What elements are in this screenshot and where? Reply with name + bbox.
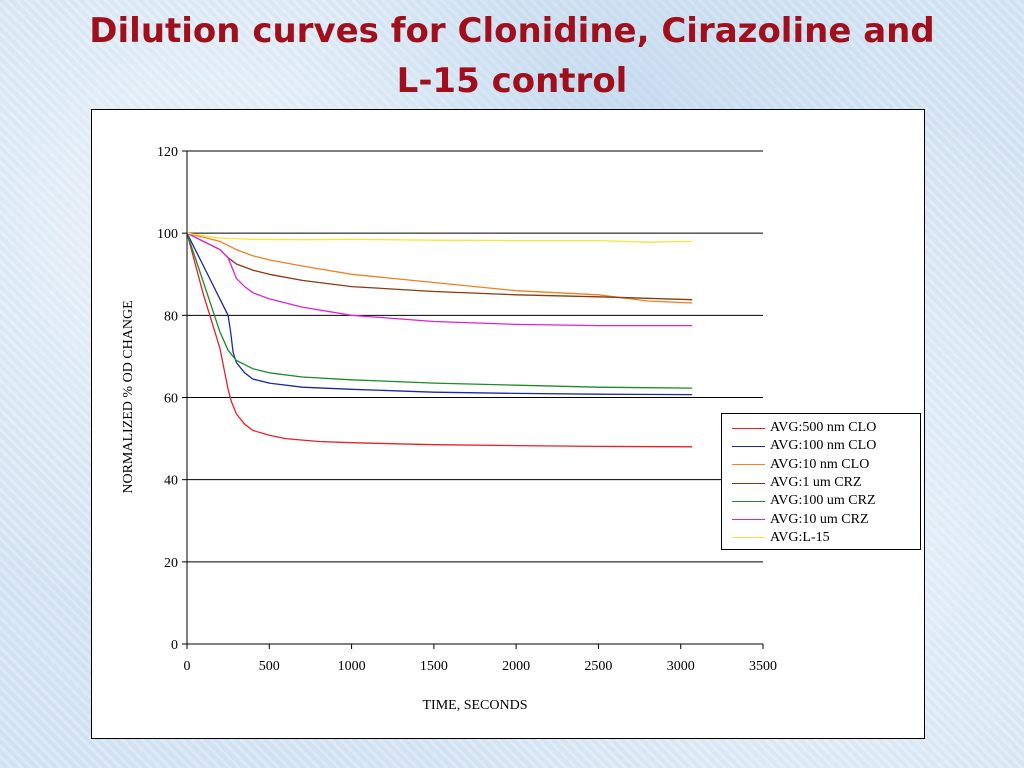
x-tick-label: 0 bbox=[184, 659, 191, 674]
legend-swatch bbox=[732, 427, 765, 429]
legend-label: AVG:10 nm CLO bbox=[770, 456, 870, 472]
legend-item: AVG:10 um CRZ bbox=[732, 510, 920, 528]
slide-title: Dilution curves for Clonidine, Cirazolin… bbox=[0, 6, 1024, 106]
legend-swatch bbox=[732, 537, 765, 539]
y-tick-label: 120 bbox=[157, 145, 178, 160]
x-tick-label: 500 bbox=[259, 659, 280, 674]
series-line-4 bbox=[186, 232, 693, 389]
y-tick-label: 0 bbox=[171, 638, 178, 653]
y-tick-label: 100 bbox=[157, 227, 178, 242]
legend-swatch bbox=[732, 500, 765, 502]
x-tick-label: 3500 bbox=[749, 659, 777, 674]
legend-label: AVG:1 um CRZ bbox=[770, 475, 862, 491]
title-line-2: L-15 control bbox=[396, 61, 628, 101]
x-tick-label: 3000 bbox=[667, 659, 695, 674]
legend-swatch bbox=[732, 445, 765, 447]
chart-frame: 0 20 40 60 80 100 120 0 500 1000 1500 2000 2500 3000 3… bbox=[91, 109, 925, 739]
x-tick-label: 2000 bbox=[502, 659, 530, 674]
x-tick-label: 1500 bbox=[420, 659, 448, 674]
legend-label: AVG:100 nm CLO bbox=[770, 438, 877, 454]
series-line-5 bbox=[186, 232, 693, 327]
x-tick-label: 1000 bbox=[338, 659, 366, 674]
series-line-2 bbox=[186, 232, 693, 304]
series-line-0 bbox=[186, 233, 693, 448]
legend-item: AVG:500 nm CLO bbox=[732, 419, 920, 437]
legend-label: AVG:L-15 bbox=[770, 529, 830, 545]
series-line-6 bbox=[186, 232, 693, 243]
y-axis-label: NORMALIZED % OD CHANGE bbox=[121, 300, 136, 493]
legend-label: AVG:10 um CRZ bbox=[770, 511, 869, 527]
legend-label: AVG:500 nm CLO bbox=[770, 420, 877, 436]
y-tick-label: 40 bbox=[164, 474, 178, 489]
line-chart: 0 20 40 60 80 100 120 0 500 1000 1500 2000 2500 3000 3… bbox=[121, 145, 777, 713]
chart-legend: AVG:500 nm CLO AVG:100 nm CLO AVG:10 nm CL… bbox=[721, 413, 921, 550]
legend-item: AVG:100 nm CLO bbox=[732, 437, 920, 455]
title-line-1: Dilution curves for Clonidine, Cirazolin… bbox=[89, 11, 935, 51]
series-line-1 bbox=[186, 232, 693, 396]
series-line-3 bbox=[186, 232, 693, 301]
y-tick-label: 80 bbox=[164, 309, 178, 324]
legend-label: AVG:100 um CRZ bbox=[770, 493, 876, 509]
legend-item: AVG:100 um CRZ bbox=[732, 492, 920, 510]
legend-swatch bbox=[732, 482, 765, 484]
legend-item: AVG:10 nm CLO bbox=[732, 456, 920, 474]
legend-swatch bbox=[732, 519, 765, 521]
y-tick-label: 60 bbox=[164, 392, 178, 407]
legend-swatch bbox=[732, 464, 765, 466]
legend-item: AVG:L-15 bbox=[732, 529, 920, 547]
x-axis-label: TIME, SECONDS bbox=[422, 698, 527, 713]
x-tick-label: 2500 bbox=[584, 659, 612, 674]
y-tick-label: 20 bbox=[164, 556, 178, 571]
legend-item: AVG:1 um CRZ bbox=[732, 474, 920, 492]
